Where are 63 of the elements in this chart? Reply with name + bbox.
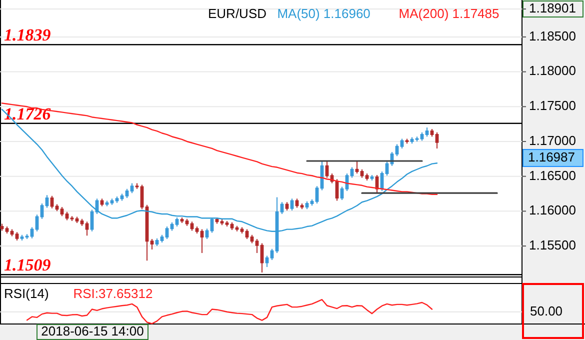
- candlestick: [20, 234, 24, 241]
- candlestick: [425, 127, 429, 138]
- candlestick: [5, 226, 9, 234]
- candlestick: [135, 182, 139, 190]
- candlestick: [85, 221, 89, 236]
- candlestick: [285, 202, 289, 211]
- chart-title: RSI(14): [4, 286, 49, 301]
- candlestick: [255, 238, 259, 254]
- candlestick: [25, 234, 29, 240]
- y-tick-label: 1.16500: [529, 168, 576, 183]
- candlestick: [430, 128, 434, 138]
- candlestick: [105, 200, 109, 207]
- series-label: RSI:37.65312: [73, 286, 153, 301]
- text: 1.16987: [528, 149, 575, 164]
- y-tick-label: 1.18500: [529, 28, 576, 44]
- candlestick: [0, 223, 4, 232]
- text: 50.00: [530, 303, 563, 318]
- y-tick-label: 1.17000: [529, 132, 576, 148]
- candlestick: [410, 136, 414, 144]
- candlestick: [370, 174, 374, 182]
- y-tick-label: 1.18000: [529, 63, 576, 78]
- candlestick: [265, 255, 269, 268]
- candlestick: [155, 238, 159, 247]
- candlestick: [200, 228, 204, 254]
- candlestick: [100, 198, 104, 207]
- candlestick: [300, 203, 304, 210]
- candlestick: [110, 198, 114, 206]
- candlestick: [310, 198, 314, 206]
- candlestick: [55, 204, 59, 212]
- candlestick: [435, 132, 439, 149]
- y-tick-label: 1.16000: [529, 202, 576, 218]
- candlestick: [230, 222, 234, 230]
- ref-line-label: 1.1839: [4, 26, 52, 45]
- candlestick: [150, 238, 154, 250]
- text: MA(200) 1.17485: [398, 6, 500, 21]
- candlestick: [225, 220, 229, 228]
- annotation: 2018-06-15 14:00: [41, 323, 144, 338]
- candlestick: [220, 219, 224, 226]
- y-tick-label: 1.17500: [529, 98, 576, 114]
- candlestick: [365, 173, 369, 182]
- y-tick-label: 1.15500: [529, 237, 576, 252]
- candlestick: [235, 225, 239, 232]
- ref-line-label: 1.1509: [4, 256, 52, 275]
- line-series: [1, 102, 438, 196]
- candlestick: [240, 226, 244, 234]
- candlestick: [305, 200, 309, 210]
- candlestick: [80, 218, 84, 226]
- candlestick: [180, 216, 184, 224]
- candlestick: [75, 216, 79, 224]
- candlestick: [355, 160, 359, 174]
- candlestick: [15, 232, 19, 241]
- candlestick: [115, 196, 119, 204]
- candlestick: [415, 136, 419, 142]
- candlestick: [160, 234, 164, 244]
- y-tick-label: 1.18901: [529, 0, 576, 16]
- text: MA(50) 1.16960: [277, 6, 370, 21]
- chart-title: EUR/USD: [208, 6, 267, 21]
- candlestick: [130, 182, 134, 194]
- candlestick: [70, 216, 74, 222]
- candlestick: [10, 228, 14, 237]
- candlestick: [195, 226, 199, 234]
- candlestick: [185, 218, 189, 226]
- candlestick: [405, 138, 409, 144]
